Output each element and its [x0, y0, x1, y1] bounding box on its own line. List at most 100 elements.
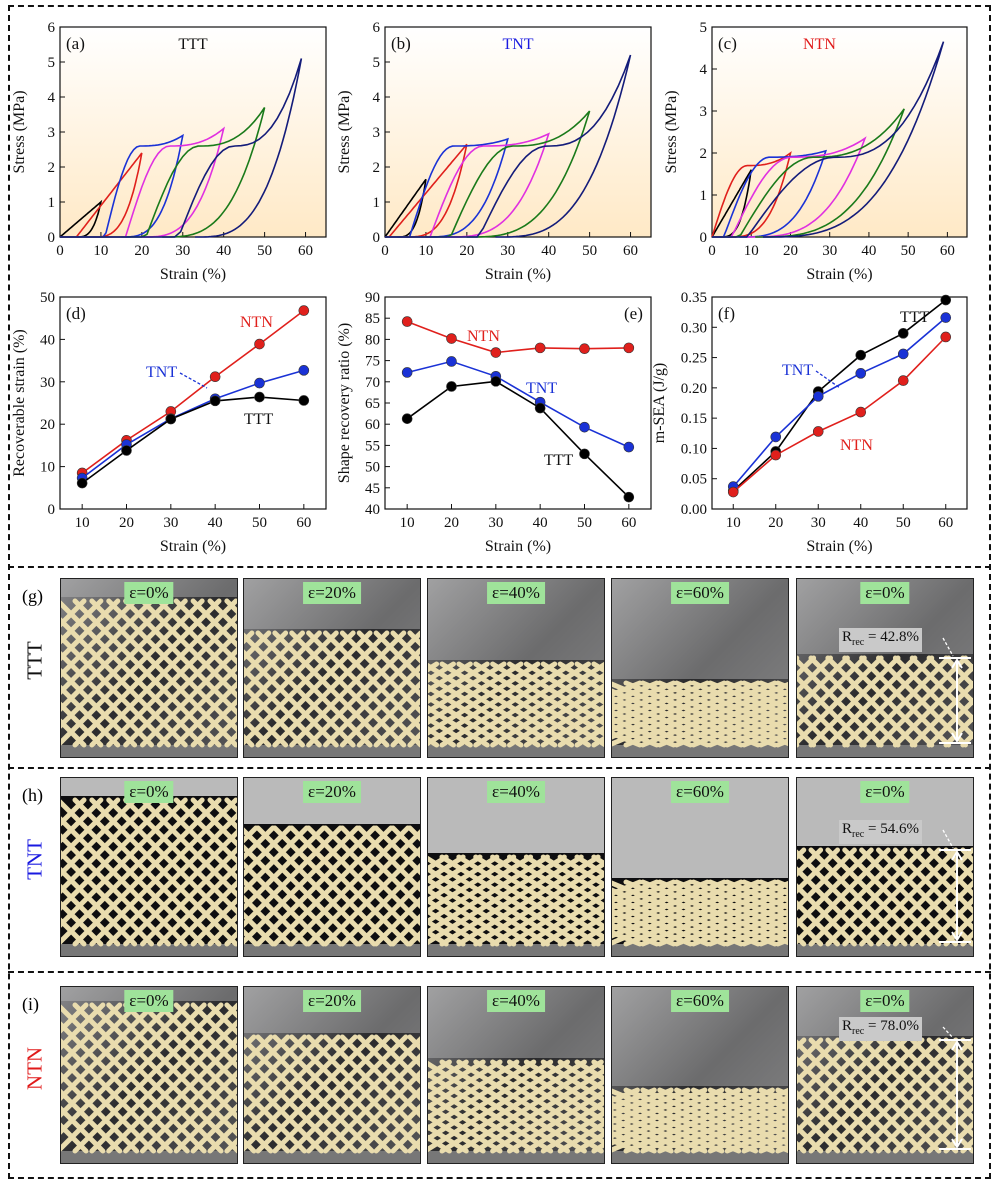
- panel-c: 0 10 20 30 40 50 60 0 1 2 3 4 5 Strain (%) Stress (MPa…: [663, 20, 968, 283]
- data-point-TTT: [209, 395, 221, 407]
- y-tick-label: 20: [40, 417, 55, 433]
- y-tick-label: 4: [48, 90, 56, 106]
- x-tick-label: 0: [56, 243, 64, 259]
- rec-subscript: rec: [852, 1026, 865, 1037]
- panel-d: 10 20 30 40 50 60 0 10 20 30 40 50 Strain (%) Recover…: [11, 290, 327, 555]
- data-point-NTN: [298, 305, 310, 316]
- y-tick-label: 0.05: [681, 472, 707, 488]
- photo-cell: ε=20%: [243, 777, 421, 957]
- x-tick-label: 0: [381, 243, 389, 259]
- data-point-NTN: [446, 333, 457, 344]
- data-point-NTN: [770, 449, 782, 461]
- panel-title: TTT: [178, 36, 208, 53]
- photo-cell: ε=40%: [427, 986, 605, 1164]
- data-point-TTT: [298, 395, 310, 406]
- loop-10-line: [384, 178, 427, 238]
- x-tick-label: 60: [938, 515, 953, 531]
- data-point-NTN: [727, 486, 739, 498]
- annotation-tnt: TNT: [782, 362, 813, 379]
- lattice-sample: [428, 778, 604, 956]
- y-tick-label: 0.20: [681, 381, 707, 397]
- data-point-TTT: [165, 413, 177, 425]
- strain-label: ε=0%: [860, 990, 910, 1012]
- data-point-TTT: [940, 294, 952, 306]
- photo-cell: ε=0% Rrec = 78.0%: [796, 986, 974, 1164]
- panel-letter: (f): [718, 304, 735, 323]
- x-tick-label: 60: [296, 515, 311, 531]
- data-point-TNT: [855, 368, 867, 379]
- y-tick-label: 6: [48, 20, 56, 36]
- x-tick-label: 30: [500, 243, 515, 259]
- panel-letter: (c): [718, 34, 737, 53]
- x-tick-label: 30: [163, 515, 178, 531]
- data-point-TNT: [401, 367, 413, 378]
- y-tick-label: 3: [48, 125, 56, 141]
- y-tick-label: 0.15: [681, 411, 707, 427]
- panel-f: 10 20 30 40 50 60 0.00 0.05 0.10 0.15 0.20 0.25 0.30…: [651, 290, 968, 555]
- x-tick-label: 20: [134, 243, 149, 259]
- photo-cell: ε=0% Rrec = 54.6%: [796, 777, 974, 957]
- lattice-sample: [612, 987, 788, 1163]
- data-point-NTN: [490, 347, 502, 358]
- y-tick-label: 0.10: [681, 441, 707, 457]
- series-line-TNT: [732, 316, 947, 488]
- lattice-sample: [797, 579, 973, 757]
- y-tick-label: 0.25: [681, 351, 707, 367]
- loop-50-line: [385, 110, 591, 238]
- annotation-arrow: [179, 372, 208, 389]
- panel-title: NTN: [803, 36, 836, 53]
- data-point-NTN: [534, 342, 546, 354]
- y-tick-label: 5: [700, 20, 708, 36]
- loop-10-line: [711, 169, 752, 238]
- strain-label: ε=0%: [860, 582, 910, 604]
- data-point-TNT: [298, 365, 310, 376]
- y-tick-label: 1: [700, 188, 708, 204]
- annotation-ntn: NTN: [467, 328, 500, 345]
- data-point-TTT: [121, 445, 132, 456]
- y-tick-label: 0.00: [681, 502, 707, 518]
- rec-symbol: R: [842, 1018, 853, 1034]
- loop-29-line: [712, 149, 828, 238]
- lattice-sample: [61, 987, 237, 1163]
- x-tick-label: 10: [418, 243, 433, 259]
- panel-background: [712, 27, 967, 237]
- data-point-TTT: [579, 448, 590, 460]
- data-point-TTT: [855, 349, 867, 361]
- row-i-frame: [8, 971, 991, 973]
- series-line-NTN: [81, 309, 305, 474]
- x-axis-label: Strain (%): [160, 538, 226, 555]
- data-point-NTN: [940, 331, 952, 343]
- x-tick-label: 50: [257, 243, 272, 259]
- data-point-TTT: [897, 328, 909, 339]
- axes-frame: [711, 26, 968, 238]
- data-point-TNT: [579, 421, 590, 433]
- lattice-sample: [428, 987, 604, 1163]
- strain-label: ε=0%: [124, 781, 174, 803]
- strain-label: ε=40%: [487, 781, 545, 803]
- strain-label: ε=0%: [124, 990, 174, 1012]
- y-axis-label: Shape recovery ratio (%): [336, 323, 353, 483]
- y-axis-label: Stress (MPa): [336, 90, 353, 173]
- strain-label: ε=20%: [303, 781, 361, 803]
- x-tick-label: 10: [75, 515, 90, 531]
- strain-label: ε=60%: [671, 781, 729, 803]
- x-tick-label: 20: [444, 515, 459, 531]
- loop-40-line: [385, 132, 551, 238]
- y-tick-label: 70: [365, 375, 380, 391]
- x-tick-label: 50: [582, 243, 597, 259]
- photo-cell: ε=20%: [243, 578, 421, 758]
- x-tick-label: 50: [577, 515, 592, 531]
- y-axis-label: Recoverable strain (%): [11, 329, 28, 476]
- series-line-TTT: [406, 380, 630, 498]
- height-arrow: [939, 637, 971, 744]
- row-letter: (g): [22, 586, 43, 606]
- series-line-NTN: [406, 320, 629, 354]
- series-line-TTT: [81, 396, 304, 484]
- x-tick-label: 30: [811, 515, 826, 531]
- y-tick-label: 40: [40, 332, 55, 348]
- x-tick-label: 60: [940, 243, 955, 259]
- y-tick-label: 85: [365, 311, 380, 327]
- row-sample-name: NTN: [22, 1046, 47, 1091]
- x-tick-label: 60: [298, 243, 313, 259]
